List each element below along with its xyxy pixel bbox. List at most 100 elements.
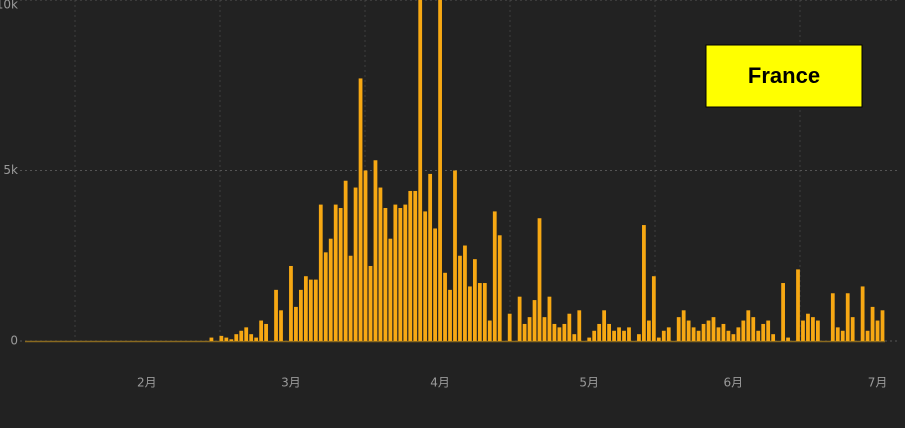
bar xyxy=(602,310,607,341)
y-tick-label: 10k xyxy=(0,0,18,12)
bar xyxy=(438,0,442,342)
bar xyxy=(786,337,790,341)
bar xyxy=(318,204,323,341)
bar xyxy=(492,211,497,341)
bar xyxy=(249,334,254,341)
bar xyxy=(781,283,785,341)
bar xyxy=(224,337,229,341)
bar xyxy=(477,283,482,341)
bar xyxy=(860,286,865,341)
bar xyxy=(294,306,298,341)
bar xyxy=(468,286,472,341)
x-tick-label: 6月 xyxy=(724,376,744,390)
bar xyxy=(661,330,666,341)
bar xyxy=(811,317,815,341)
bar xyxy=(721,323,726,341)
bar xyxy=(274,289,278,341)
bar xyxy=(597,323,602,341)
bar xyxy=(378,187,383,341)
bar xyxy=(333,204,338,341)
bar xyxy=(453,170,457,341)
bar xyxy=(796,269,800,341)
bar xyxy=(313,279,318,341)
bar xyxy=(547,296,552,341)
bar xyxy=(383,208,388,341)
bar xyxy=(398,208,403,341)
x-tick-label: 4月 xyxy=(430,376,450,390)
bar xyxy=(577,310,582,341)
bar xyxy=(308,279,313,341)
bar xyxy=(766,320,771,341)
bar xyxy=(627,327,631,341)
bar xyxy=(408,190,413,341)
bar xyxy=(527,317,532,341)
bar xyxy=(751,317,756,341)
bar xyxy=(423,211,428,341)
bar xyxy=(259,320,264,341)
bar xyxy=(338,208,343,341)
bar xyxy=(741,320,746,341)
bar xyxy=(373,160,378,341)
bar xyxy=(587,337,592,341)
bar xyxy=(726,330,731,341)
bar xyxy=(532,300,537,341)
bar xyxy=(542,317,547,341)
bar xyxy=(557,327,562,341)
bar xyxy=(472,259,477,341)
bar xyxy=(691,327,696,341)
bar xyxy=(303,276,308,341)
bar xyxy=(443,272,447,341)
bar xyxy=(388,238,393,341)
bar xyxy=(487,320,492,341)
bar xyxy=(348,255,353,341)
bar xyxy=(646,320,651,341)
bar xyxy=(706,320,711,341)
bar xyxy=(229,339,234,341)
bars xyxy=(209,0,885,342)
bar xyxy=(418,0,423,342)
bar xyxy=(209,337,214,341)
bar xyxy=(358,78,363,342)
bar xyxy=(244,327,249,341)
bar xyxy=(428,173,433,341)
bar xyxy=(413,190,418,341)
bar xyxy=(756,330,761,341)
x-tick-label: 7月 xyxy=(868,376,888,390)
bar xyxy=(254,337,259,341)
bar xyxy=(448,289,452,341)
bar xyxy=(323,252,328,341)
bar xyxy=(870,306,875,341)
bar xyxy=(656,337,661,341)
bar xyxy=(279,310,283,341)
bar xyxy=(681,310,686,341)
bar xyxy=(875,320,880,341)
bar xyxy=(835,327,840,341)
bar xyxy=(617,327,621,341)
x-tick-label: 2月 xyxy=(137,376,157,390)
bar xyxy=(746,310,751,341)
bar xyxy=(482,283,487,341)
bar xyxy=(328,238,333,341)
bar xyxy=(816,320,820,341)
bar xyxy=(701,323,706,341)
bar xyxy=(880,310,885,341)
bar xyxy=(264,323,268,341)
bar xyxy=(686,320,691,341)
bar xyxy=(219,335,224,341)
bar xyxy=(761,323,766,341)
bar xyxy=(239,330,244,341)
y-tick-label: 0 xyxy=(10,334,18,348)
bar xyxy=(840,330,845,341)
x-tick-label: 5月 xyxy=(579,376,599,390)
bar xyxy=(289,265,293,341)
bar xyxy=(368,265,373,341)
bar xyxy=(522,323,527,341)
series-label: France xyxy=(748,63,820,88)
y-tick-label: 5k xyxy=(3,163,18,177)
bar xyxy=(299,289,303,341)
bar xyxy=(607,323,611,341)
bar xyxy=(517,296,522,341)
bar xyxy=(567,313,572,341)
x-tick-label: 3月 xyxy=(281,376,301,390)
